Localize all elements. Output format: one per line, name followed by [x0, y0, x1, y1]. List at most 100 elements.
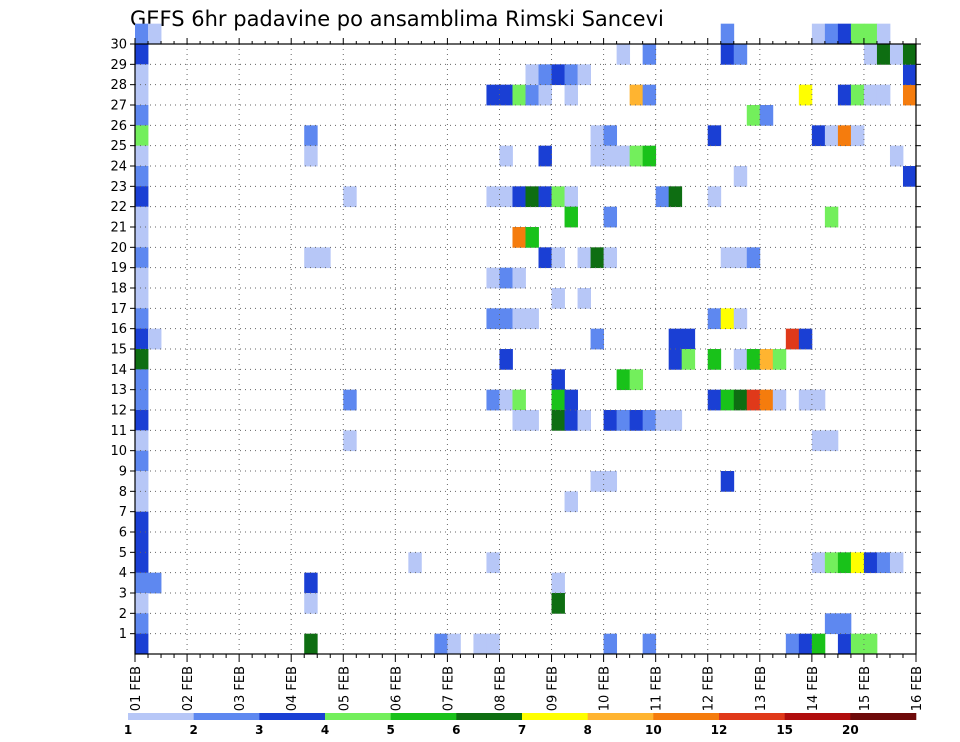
heatmap-cell — [629, 145, 644, 167]
y-tick-label: 19 — [110, 261, 127, 276]
heatmap-cell — [889, 145, 904, 167]
heatmap-cell — [135, 389, 149, 411]
heatmap-cell — [538, 145, 552, 167]
heatmap-cell — [759, 349, 774, 370]
heatmap-cell — [850, 633, 865, 655]
heatmap-cell — [629, 84, 644, 106]
heatmap-cell — [577, 288, 591, 309]
heatmap-cell — [590, 328, 604, 350]
heatmap-cell — [590, 125, 604, 147]
heatmap-cell — [564, 186, 578, 208]
x-tick-label: 04 FEB — [285, 666, 300, 711]
heatmap-cell — [668, 328, 683, 350]
heatmap-cell — [577, 247, 591, 269]
heatmap-cell — [304, 145, 318, 167]
heatmap-cell — [733, 389, 748, 411]
heatmap-cell — [304, 593, 318, 614]
colorbar-swatch — [653, 713, 720, 720]
heatmap-cell — [512, 389, 526, 411]
colorbar-label: 7 — [518, 723, 526, 737]
heatmap-cell — [499, 349, 513, 370]
heatmap-cell — [135, 410, 149, 431]
heatmap-cell — [629, 369, 644, 391]
y-tick-label: 5 — [119, 546, 127, 561]
heatmap-cell — [798, 84, 813, 106]
heatmap-cell — [525, 410, 539, 431]
heatmap-cell — [135, 44, 149, 65]
y-tick-label: 16 — [110, 322, 127, 337]
heatmap-cell — [642, 410, 657, 431]
heatmap-cell — [837, 84, 852, 106]
heatmap-cell — [551, 389, 565, 411]
colorbar-label: 5 — [386, 723, 394, 737]
y-tick-label: 12 — [110, 404, 127, 419]
heatmap-cell — [304, 247, 318, 269]
heatmap-cell — [525, 186, 539, 208]
y-tick-label: 8 — [119, 485, 127, 500]
heatmap-cell — [447, 633, 461, 655]
heatmap-cell — [746, 105, 761, 126]
heatmap-cell — [434, 633, 448, 655]
heatmap-cell — [668, 186, 683, 208]
heatmap-cell — [720, 471, 735, 492]
heatmap-cell — [135, 349, 149, 370]
heatmap-cell — [551, 369, 565, 391]
heatmap-cell — [135, 572, 149, 594]
heatmap-cell — [603, 247, 618, 269]
heatmap-cell — [603, 471, 618, 492]
heatmap-cell — [798, 633, 813, 655]
y-tick-label: 29 — [110, 58, 127, 73]
y-tick-labels: 1234567891011121314151617181920212223242… — [110, 38, 127, 643]
heatmap-cell — [135, 23, 149, 45]
colorbar-label: 10 — [645, 723, 662, 737]
heatmap-cell — [863, 44, 878, 65]
heatmap-cell — [824, 613, 839, 635]
heatmap-cell — [772, 389, 787, 411]
y-tick-label: 3 — [119, 587, 127, 602]
heatmap-cell — [746, 349, 761, 370]
heatmap-cell — [603, 410, 618, 431]
y-tick-label: 30 — [110, 38, 127, 53]
heatmap-cell — [408, 552, 422, 574]
heatmap-cell — [512, 186, 526, 208]
heatmap-cell — [876, 44, 891, 65]
y-tick-label: 10 — [110, 444, 127, 459]
heatmap-cell — [603, 145, 618, 167]
heatmap-cell — [499, 84, 513, 106]
heatmap-cell — [720, 308, 735, 330]
heatmap-cell — [720, 23, 735, 45]
heatmap-cell — [733, 247, 748, 269]
heatmap-cell — [733, 308, 748, 330]
heatmap-cell — [135, 267, 149, 289]
y-tick-label: 9 — [119, 465, 127, 480]
x-tick-label: 05 FEB — [337, 666, 352, 711]
heatmap-cell — [590, 247, 604, 269]
x-tick-label: 13 FEB — [754, 666, 769, 711]
heatmap-cell — [902, 166, 917, 187]
heatmap-cell — [655, 410, 670, 431]
heatmap-cell — [707, 308, 722, 330]
y-tick-label: 23 — [110, 180, 127, 195]
colorbar-label: 8 — [583, 723, 591, 737]
heatmap-cell — [811, 389, 826, 411]
heatmap-cell — [564, 84, 578, 106]
heatmap-cell — [551, 572, 565, 594]
y-tick-label: 1 — [119, 627, 127, 642]
x-tick-label: 03 FEB — [233, 666, 248, 711]
heatmap-cell — [499, 186, 513, 208]
y-tick-label: 14 — [110, 363, 127, 378]
heatmap-cell — [811, 633, 826, 655]
heatmap-cell — [863, 84, 878, 106]
heatmap-cell — [876, 552, 891, 574]
heatmap-cell — [798, 389, 813, 411]
heatmap-cell — [135, 308, 149, 330]
heatmap-cell — [304, 125, 318, 147]
heatmap-cell — [486, 389, 500, 411]
heatmap-cell — [304, 572, 318, 594]
chart-title: GEFS 6hr padavine po ansamblima Rimski S… — [130, 7, 664, 31]
heatmap-cell — [135, 125, 149, 147]
heatmap-cell — [837, 633, 852, 655]
heatmap-cell — [304, 633, 318, 655]
heatmap-cell — [720, 44, 735, 65]
heatmap-cell — [642, 145, 657, 167]
